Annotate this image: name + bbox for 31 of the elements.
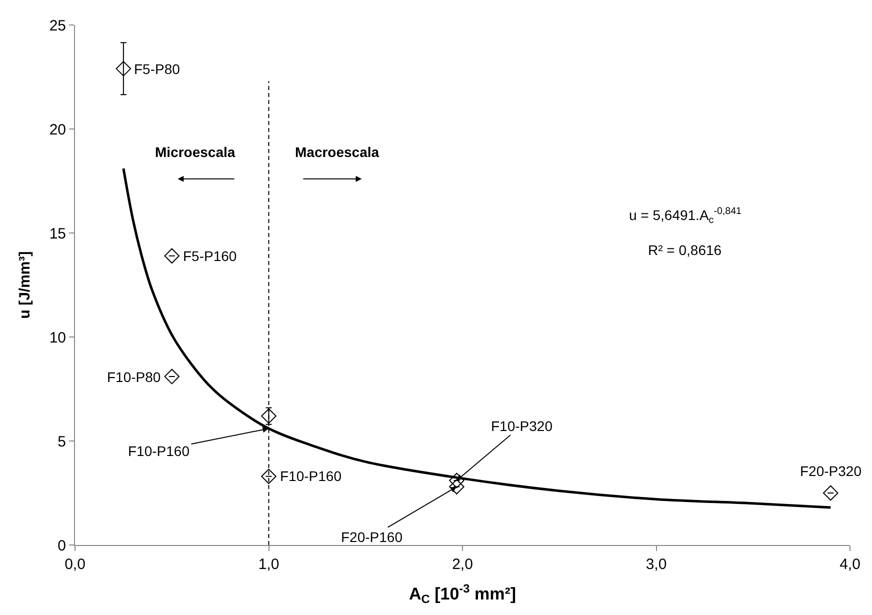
y-tick-label: 10 xyxy=(49,329,66,346)
point xyxy=(116,61,132,76)
annotation: F20-P320 xyxy=(800,463,862,479)
annotation: F5-P80 xyxy=(134,61,180,77)
y-tick-label: 15 xyxy=(49,225,66,242)
point xyxy=(449,479,464,494)
x-tick-label: 1,0 xyxy=(258,556,280,573)
x-tick-label: 0,0 xyxy=(64,556,86,573)
annotation: Microescala xyxy=(155,144,236,160)
annotation: R² = 0,8616 xyxy=(648,242,722,258)
annotation: F10-P160 xyxy=(128,443,190,459)
y-tick-label: 25 xyxy=(49,17,66,34)
point xyxy=(164,368,180,384)
annotation: F5-P160 xyxy=(183,248,237,264)
y-tick-label: 5 xyxy=(58,433,66,450)
y-tick-label: 20 xyxy=(49,121,66,138)
point xyxy=(822,485,838,501)
y-axis-title: u [J/mm³] xyxy=(16,251,34,319)
point xyxy=(261,468,276,484)
y-tick-label: 0 xyxy=(58,537,66,554)
point xyxy=(164,248,180,264)
x-axis-title: A$_{C}$ [10$^{-3}$ mm²] xyxy=(408,581,516,606)
x-tick-label: 3,0 xyxy=(646,556,667,573)
annotation: F10-P80 xyxy=(107,369,161,385)
annotation: Macroescala xyxy=(295,144,380,160)
annotation: F20-P160 xyxy=(341,529,403,545)
x-tick-label: 2,0 xyxy=(452,556,473,573)
annotation: F10-P320 xyxy=(491,418,553,434)
point xyxy=(261,408,276,424)
annotation: F10-P160 xyxy=(280,468,342,484)
x-tick-label: 4,0 xyxy=(840,556,860,573)
